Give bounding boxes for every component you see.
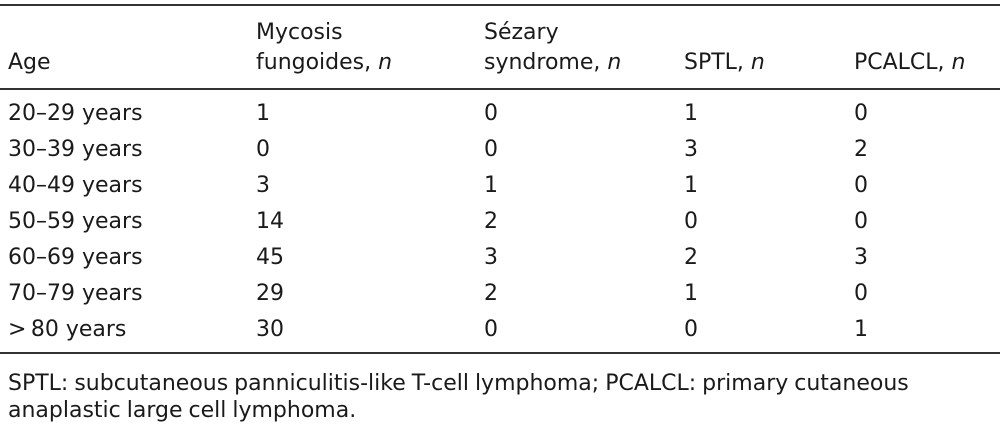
cell-sptl: 2 (684, 245, 698, 270)
header-sptl: SPTL, n (684, 5, 854, 89)
cell-sezary-syndrome: 0 (484, 317, 498, 342)
cell-pcalcl: 0 (854, 101, 868, 126)
header-age: Age (0, 5, 256, 89)
cell-age: > 80 years (8, 317, 127, 342)
table-row: 20–29 years 1 0 1 0 (0, 89, 1000, 132)
header-ss-line2: syndrome, (484, 50, 608, 75)
cell-pcalcl: 0 (854, 173, 868, 198)
cell-pcalcl: 0 (854, 209, 868, 234)
cell-sezary-syndrome: 2 (484, 209, 498, 234)
cell-sptl: 0 (684, 317, 698, 342)
header-mf-line2: fungoides, (256, 50, 379, 75)
cell-age: 70–79 years (8, 281, 143, 306)
header-ss-line1: Sézary (484, 20, 559, 45)
cell-mycosis-fungoides: 30 (256, 317, 284, 342)
cell-sezary-syndrome: 2 (484, 281, 498, 306)
table-row: 50–59 years 14 2 0 0 (0, 204, 1000, 240)
cell-sptl: 3 (684, 137, 698, 162)
header-sezary-syndrome: Sézary syndrome, n (484, 5, 684, 89)
table-header: Age Mycosis fungoides, n Sézary syndrome… (0, 5, 1000, 89)
cell-mycosis-fungoides: 1 (256, 101, 270, 126)
cell-mycosis-fungoides: 29 (256, 281, 284, 306)
table-row: > 80 years 30 0 0 1 (0, 312, 1000, 353)
header-ss-n: n (607, 50, 622, 75)
header-row: Age Mycosis fungoides, n Sézary syndrome… (0, 5, 1000, 89)
cell-mycosis-fungoides: 3 (256, 173, 270, 198)
table-body: 20–29 years 1 0 1 0 30–39 years 0 0 3 2 … (0, 89, 1000, 353)
age-distribution-table: Age Mycosis fungoides, n Sézary syndrome… (0, 4, 1000, 354)
cell-age: 20–29 years (8, 101, 143, 126)
cell-sptl: 1 (684, 101, 698, 126)
cell-sezary-syndrome: 1 (484, 173, 498, 198)
header-age-line2: Age (8, 50, 51, 75)
cell-age: 40–49 years (8, 173, 143, 198)
cell-mycosis-fungoides: 14 (256, 209, 284, 234)
cell-age: 30–39 years (8, 137, 143, 162)
cell-sezary-syndrome: 0 (484, 101, 498, 126)
cell-sptl: 1 (684, 281, 698, 306)
cell-sezary-syndrome: 3 (484, 245, 498, 270)
header-mf-line1: Mycosis (256, 20, 343, 45)
table-row: 30–39 years 0 0 3 2 (0, 132, 1000, 168)
header-pcalcl-line2: PCALCL, (854, 50, 952, 75)
cell-age: 50–59 years (8, 209, 143, 234)
table-row: 60–69 years 45 3 2 3 (0, 240, 1000, 276)
table-row: 40–49 years 3 1 1 0 (0, 168, 1000, 204)
cell-sptl: 0 (684, 209, 698, 234)
header-sptl-line2: SPTL, (684, 50, 751, 75)
header-pcalcl-n: n (951, 50, 966, 75)
cell-pcalcl: 3 (854, 245, 868, 270)
header-pcalcl: PCALCL, n (854, 5, 1000, 89)
cell-mycosis-fungoides: 45 (256, 245, 284, 270)
cell-mycosis-fungoides: 0 (256, 137, 270, 162)
cell-sptl: 1 (684, 173, 698, 198)
cell-age: 60–69 years (8, 245, 143, 270)
table-footnote: SPTL: subcutaneous panniculitis-like T-c… (8, 371, 909, 423)
cell-pcalcl: 1 (854, 317, 868, 342)
header-sptl-n: n (750, 50, 765, 75)
cell-pcalcl: 0 (854, 281, 868, 306)
cell-sezary-syndrome: 0 (484, 137, 498, 162)
table-row: 70–79 years 29 2 1 0 (0, 276, 1000, 312)
header-mf-n: n (378, 50, 393, 75)
cell-pcalcl: 2 (854, 137, 868, 162)
header-mycosis-fungoides: Mycosis fungoides, n (256, 5, 484, 89)
